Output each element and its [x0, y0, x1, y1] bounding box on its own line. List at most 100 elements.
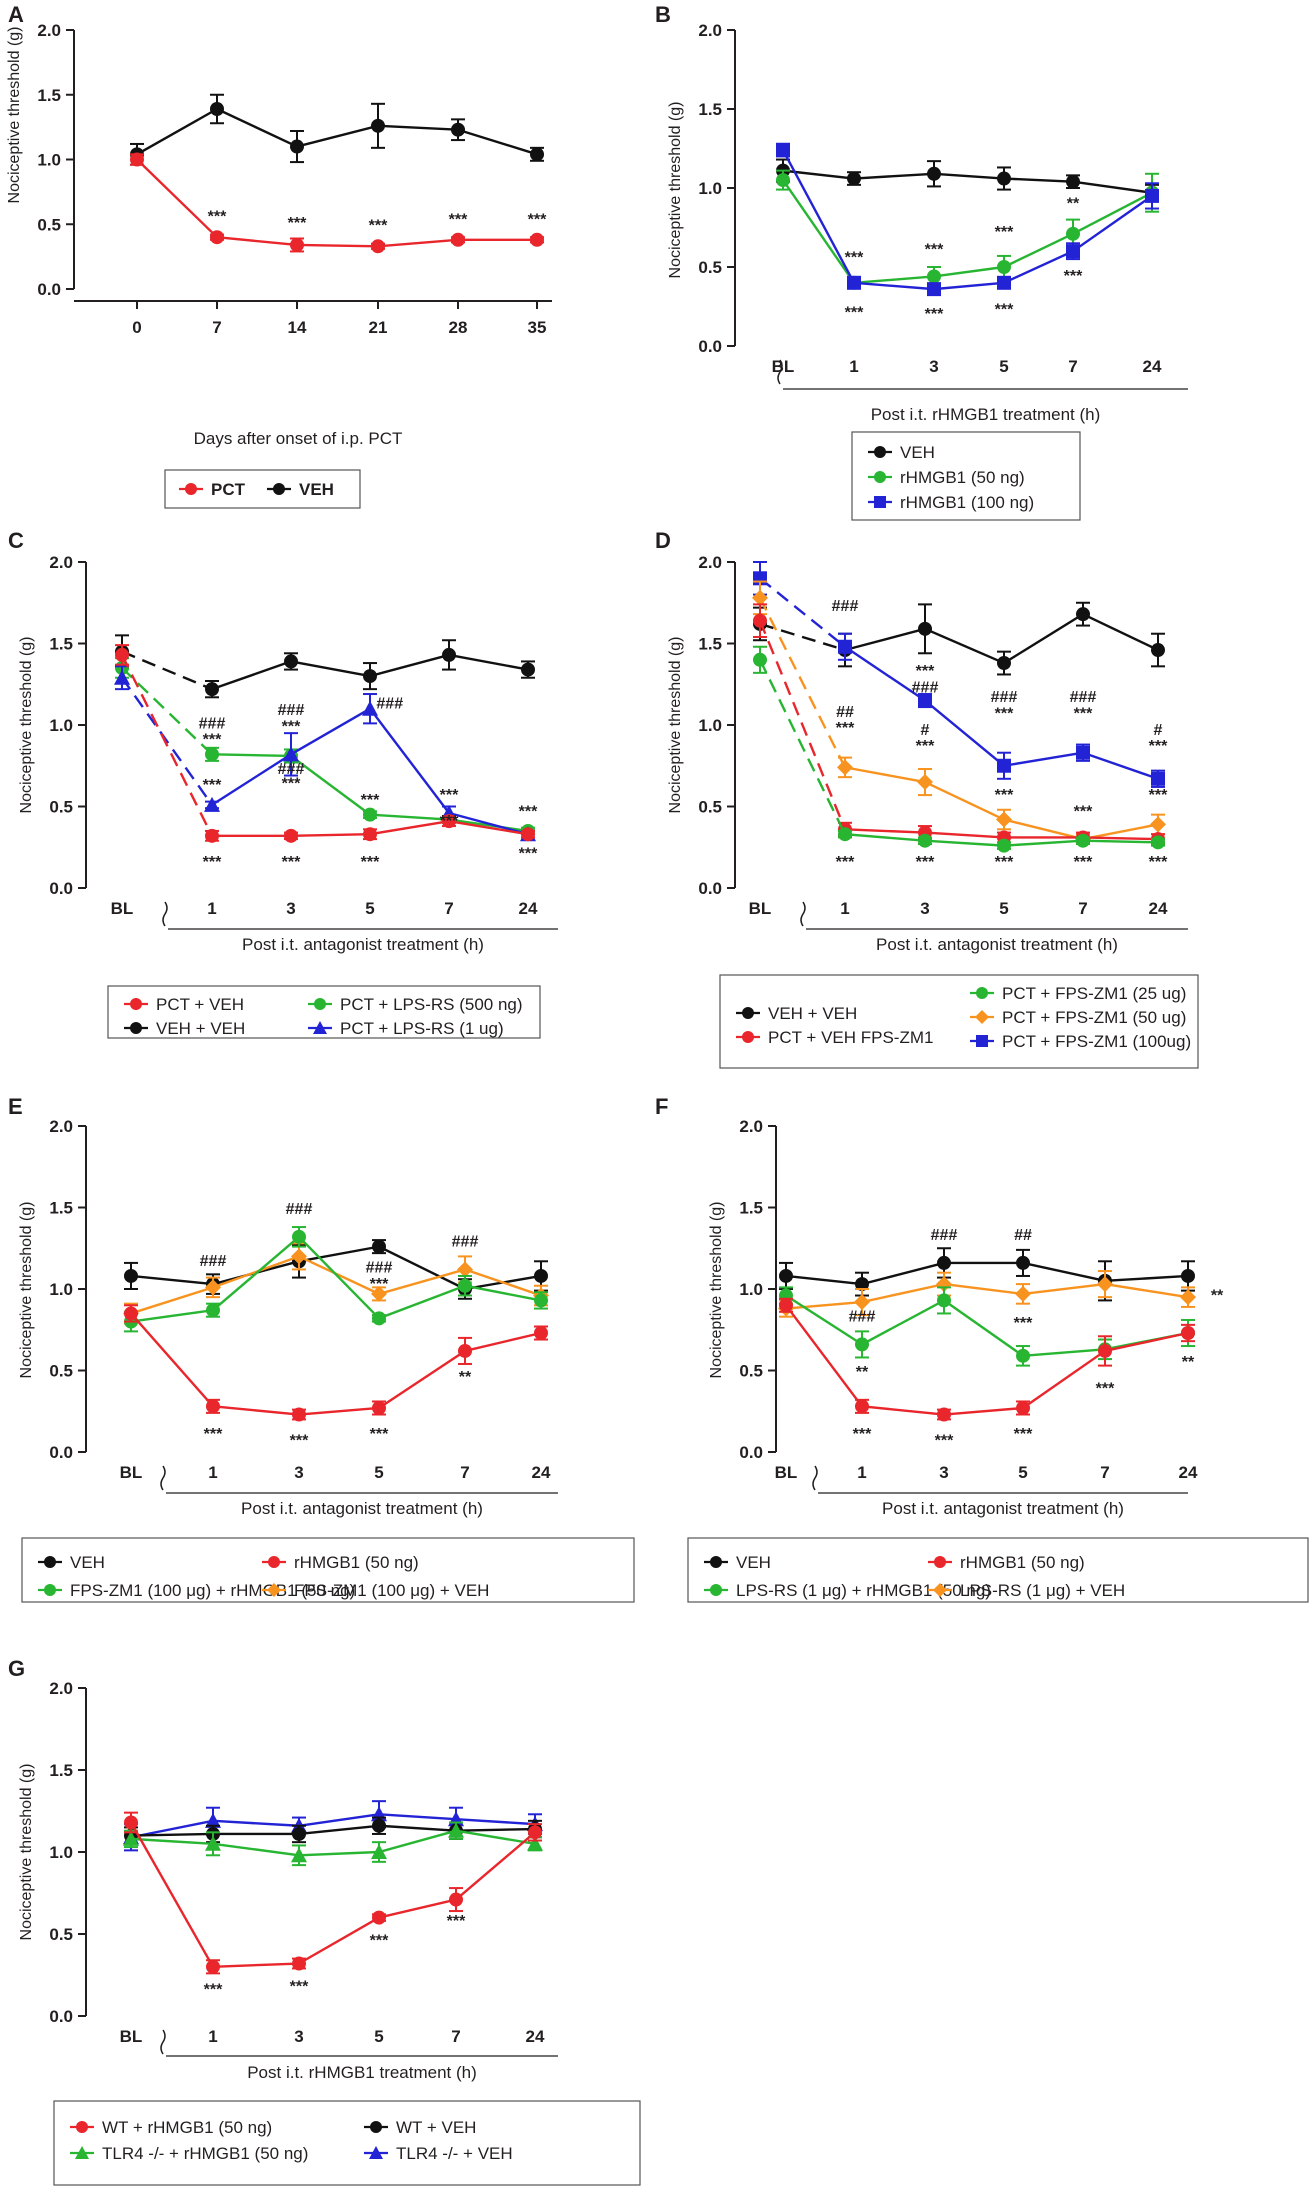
data-point	[776, 173, 790, 188]
data-point	[534, 1293, 548, 1308]
series-line	[758, 620, 847, 830]
data-point	[451, 232, 465, 247]
legend-box	[687, 1537, 1309, 1603]
series-line	[1003, 232, 1074, 269]
data-point	[534, 1268, 548, 1283]
significance-mark: ***	[361, 854, 380, 871]
data-point	[205, 1279, 221, 1296]
significance-mark: ***	[282, 719, 301, 736]
series-line	[933, 281, 1005, 291]
significance-mark: ***	[203, 732, 222, 749]
y-tick-label: 1.0	[49, 1843, 73, 1862]
data-point	[937, 1255, 951, 1270]
data-point	[284, 654, 298, 669]
data-point	[1016, 1348, 1030, 1363]
series-line	[1003, 177, 1074, 183]
panel-c: C 0.0 0.5 1.0 1.5 2.0 Nociceptive threshold (g…	[8, 528, 558, 1039]
data-point	[290, 139, 304, 154]
series-line	[120, 654, 214, 837]
y-axis-label: Nociceptive threshold (g)	[6, 27, 23, 204]
significance-mark: ***	[361, 792, 380, 809]
data-point	[124, 1268, 138, 1283]
data-point	[371, 1844, 387, 1859]
y-tick-label: 1.5	[49, 635, 73, 654]
significance-mark: ###	[200, 1253, 227, 1270]
data-point	[997, 171, 1011, 186]
legend-item: VEH	[267, 480, 334, 499]
series-line	[1104, 1331, 1189, 1353]
significance-mark: ***	[935, 1432, 954, 1449]
panel-d: D 0.0 0.5 1.0 1.5 2.0 Nociceptive threshold (g…	[655, 528, 1199, 1069]
series-line	[212, 1819, 300, 1827]
y-axis-label: Nociceptive threshold (g)	[667, 102, 684, 279]
series-line	[369, 653, 450, 678]
data-point	[291, 1847, 307, 1863]
x-tick-label: 3	[939, 1463, 948, 1482]
x-tick-label: 24	[1149, 899, 1168, 918]
series-line	[212, 1842, 300, 1857]
series-line	[1072, 191, 1153, 235]
data-point	[372, 1311, 386, 1326]
panel-f: F 0.0 0.5 1.0 1.5 2.0 Nociceptive threshold (g…	[655, 1094, 1309, 1603]
series-line	[861, 1299, 945, 1346]
data-point	[997, 838, 1011, 853]
x-tick-label: 1	[207, 899, 216, 918]
x-tick-label: 7	[451, 2027, 460, 2046]
x-tick-label: 5	[374, 2027, 383, 2046]
series-line	[378, 1268, 466, 1296]
legend-item: rHMGB1 (50 ng)	[262, 1553, 419, 1572]
data-point	[205, 747, 219, 762]
legend-item: FPS-ZM1 (100 μg) + rHMGB1 (50 ng)	[38, 1581, 355, 1600]
data-point	[283, 746, 299, 762]
data-point	[927, 269, 941, 284]
data-point	[752, 589, 768, 606]
series-line	[129, 1821, 215, 1968]
legend-label: rHMGB1 (50 ng)	[900, 468, 1025, 487]
legend-marker	[976, 1035, 988, 1047]
legend: WT + rHMGB1 (50 ng) TLR4 -/- + rHMGB1 (50…	[53, 2100, 641, 2186]
significance-mark: ***	[1064, 268, 1083, 285]
y-axis-label: Nociceptive threshold (g)	[708, 1202, 725, 1379]
legend-label: VEH	[299, 480, 334, 499]
series-2	[753, 561, 1165, 788]
series-line	[759, 622, 846, 652]
data-point	[124, 1306, 138, 1321]
legend-label: rHMGB1 (50 ng)	[960, 1553, 1085, 1572]
series-line	[1022, 1282, 1106, 1296]
x-tick-label: 24	[1179, 1463, 1198, 1482]
legend-label: TLR4 -/- + rHMGB1 (50 ng)	[102, 2144, 308, 2163]
series-2	[115, 657, 535, 838]
series-4	[779, 1297, 1195, 1422]
series-line	[212, 1255, 300, 1289]
legend-label: VEH	[736, 1553, 771, 1572]
data-point	[458, 1278, 472, 1293]
series-line	[130, 1274, 214, 1286]
series-line	[861, 1282, 945, 1304]
x-axis-label: Post i.t. antagonist treatment (h)	[876, 935, 1118, 954]
panel-a: A 0.0 0.5 1.0 1.5 2.0 Nociceptive threshold (g…	[6, 2, 552, 509]
x-tick-label: 7	[1078, 899, 1087, 918]
legend-marker	[273, 483, 285, 495]
series-line	[298, 1235, 380, 1320]
significance-mark: ###	[849, 1309, 876, 1326]
legend-label: LPS-RS (1 μg) + VEH	[960, 1581, 1125, 1600]
series-line	[448, 653, 529, 671]
series-line	[216, 107, 298, 148]
series-line	[298, 1813, 380, 1827]
series-line	[785, 1300, 863, 1310]
data-point	[855, 1337, 869, 1352]
significance-mark: ***	[370, 1426, 389, 1443]
x-tick-label: 0	[132, 318, 141, 337]
legend-marker	[268, 1556, 280, 1568]
x-tick-label: 5	[999, 357, 1008, 376]
significance-mark: ***	[370, 1932, 389, 1949]
legend-item: VEH	[868, 443, 935, 462]
data-point	[1097, 1276, 1113, 1293]
axis-break	[160, 1465, 166, 1491]
x-tick-label: BL	[772, 357, 795, 376]
data-point	[210, 230, 224, 245]
significance-mark: ###	[376, 696, 403, 713]
data-point	[362, 700, 378, 716]
series-line	[378, 1824, 457, 1832]
series-line	[136, 107, 218, 156]
